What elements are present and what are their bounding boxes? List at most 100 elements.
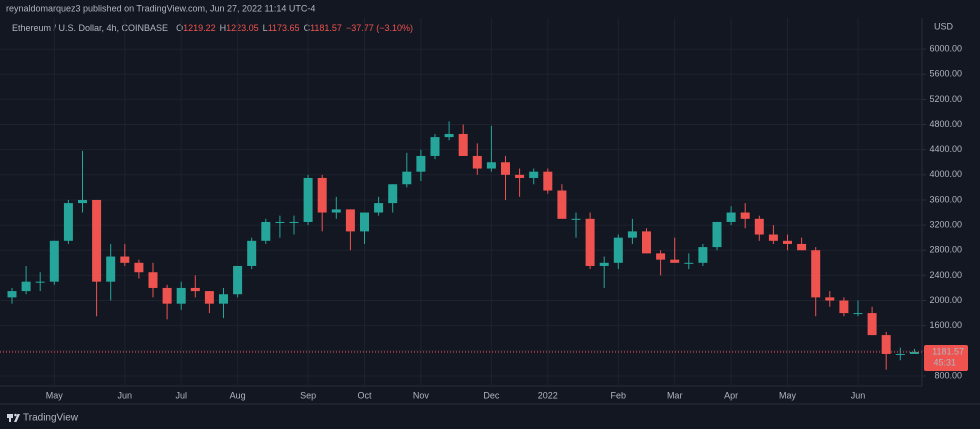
candle-body (656, 253, 666, 260)
candle-body (388, 184, 398, 204)
y-tick-label: 4800.00 (929, 119, 962, 129)
candle-body (712, 221, 722, 248)
candle-body (148, 272, 158, 288)
candle-body (190, 287, 200, 292)
y-tick-label: 1600.00 (929, 320, 962, 330)
last-price-tag (924, 344, 968, 371)
candle-body (458, 133, 468, 156)
y-tick-label: 6000.00 (929, 43, 962, 53)
candle-body (317, 177, 327, 213)
candle-body (21, 281, 31, 292)
candle-body (642, 231, 651, 254)
candle-body (543, 171, 553, 191)
candle-body (49, 240, 59, 282)
last-price-label: 1181.57 (932, 346, 964, 356)
x-tick-label: May (46, 390, 64, 400)
x-tick-label: Aug (230, 390, 246, 400)
candle-body (839, 300, 849, 314)
candle-body (740, 212, 750, 219)
x-tick-label: 2022 (538, 390, 558, 400)
candle-body (909, 351, 919, 354)
candle-body (430, 137, 440, 156)
x-tick-label: Dec (483, 390, 500, 400)
candle-body (402, 171, 412, 185)
candle-body (811, 250, 821, 298)
y-tick-label: 2800.00 (929, 245, 962, 255)
candle-body (571, 218, 581, 220)
brand-logo (7, 413, 20, 422)
candle-body (261, 221, 271, 241)
candle-body (345, 209, 355, 232)
x-tick-label: May (779, 390, 797, 400)
candle-body (374, 203, 384, 213)
y-tick-label: 4400.00 (929, 144, 962, 154)
candle-body (134, 262, 144, 273)
candle-body (895, 353, 905, 355)
y-tick-label: 4000.00 (929, 169, 962, 179)
countdown: 45:31 (933, 357, 956, 367)
y-tick-label: 800.00 (934, 370, 962, 380)
candle-body (35, 281, 45, 283)
y-tick-label: 5600.00 (929, 69, 962, 79)
x-tick-label: Mar (667, 390, 683, 400)
candle-body (63, 203, 73, 241)
candle-body (331, 209, 341, 213)
candle-body (783, 240, 792, 244)
y-tick-label: 2000.00 (929, 295, 962, 305)
change: −37.77 (−3.10%) (346, 23, 413, 33)
x-tick-label: Jul (175, 390, 187, 400)
candle-body (416, 155, 426, 172)
candle-body (825, 297, 835, 301)
candle-body (92, 199, 102, 282)
candle-body (204, 291, 214, 304)
candle-body (768, 234, 778, 241)
candle-body (106, 256, 116, 282)
ohlc-value: 1219.22 (183, 23, 216, 33)
candle-body (557, 190, 567, 219)
candle-body (881, 335, 891, 354)
symbol: Ethereum / U.S. Dollar, 4h, COINBASE (12, 23, 168, 33)
candle-body (585, 218, 595, 266)
x-tick-label: Jun (118, 390, 133, 400)
candle-body (599, 262, 609, 266)
ohlc-letter: H (220, 23, 227, 33)
candle-body (78, 199, 87, 204)
ohlc-value: 1181.57 (310, 23, 342, 33)
candle-body (501, 162, 510, 175)
x-tick-label: Sep (300, 390, 316, 400)
candle-body (162, 287, 172, 304)
y-tick-label: 3600.00 (929, 194, 962, 204)
ohlc-letter: O (176, 23, 183, 33)
candle-body (360, 212, 369, 232)
y-tick-label: 2400.00 (929, 270, 962, 280)
candle-body (670, 259, 680, 263)
candle-body (120, 256, 130, 263)
candle-body (289, 221, 299, 223)
candle-body (684, 262, 694, 264)
candle-body (7, 291, 17, 298)
candle-body (486, 162, 496, 169)
candle-body (515, 174, 525, 178)
candle-body (726, 212, 736, 222)
candle-body (176, 287, 186, 304)
candle-body (613, 237, 623, 263)
candle-body (247, 240, 257, 266)
symbol-header: Ethereum / U.S. Dollar, 4h, COINBASE O121… (12, 23, 413, 33)
x-tick-label: Oct (357, 390, 372, 400)
candle-body (797, 243, 807, 251)
x-tick-label: Feb (611, 390, 627, 400)
ohlc-letter: C (304, 23, 311, 33)
candle-body (867, 313, 877, 336)
candle-body (233, 265, 243, 295)
ohlc-value: 1223.05 (226, 23, 259, 33)
candle-body (529, 171, 539, 178)
brand: TradingView (23, 413, 79, 424)
currency: USD (934, 21, 954, 31)
candle-body (303, 177, 313, 222)
candle-body (444, 133, 454, 138)
candle-body (853, 313, 863, 315)
y-tick-label: 5200.00 (929, 94, 962, 104)
candle-body (698, 247, 708, 263)
